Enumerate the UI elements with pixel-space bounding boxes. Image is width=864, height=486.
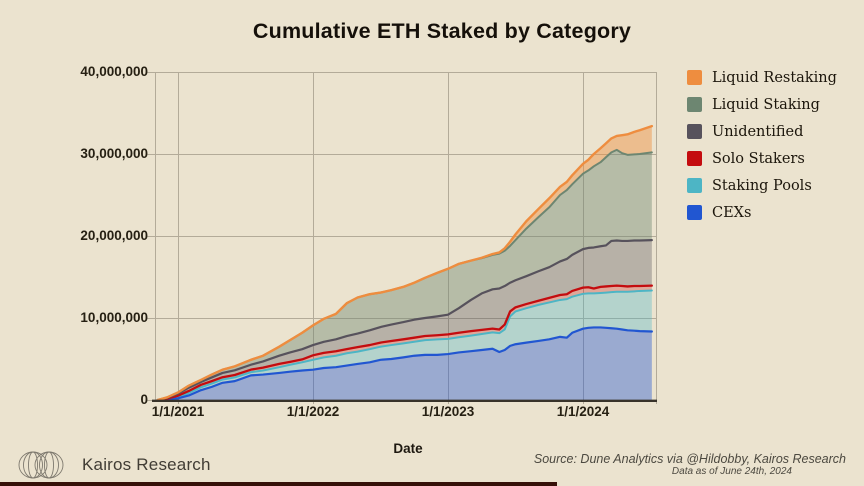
y-tick-label: 40,000,000 — [80, 64, 148, 79]
x-axis-title: Date — [393, 441, 423, 456]
kairos-logo-icon — [18, 451, 64, 479]
legend-item: Unidentified — [687, 118, 837, 145]
data-as-of-line: Data as of June 24th, 2024 — [671, 466, 792, 477]
x-tick-label: 1/1/2021 — [151, 404, 205, 419]
legend-label: Liquid Staking — [712, 96, 820, 113]
page-title: Cumulative ETH Staked by Category — [252, 19, 632, 43]
line-liquid-restaking — [156, 124, 654, 402]
legend-item: CEXs — [687, 199, 837, 226]
brand-name: Kairos Research — [82, 455, 211, 474]
line-cexs — [156, 326, 653, 402]
legend-swatch-cexs — [687, 205, 702, 220]
line-staking-pools — [156, 289, 653, 401]
x-tick-label: 1/1/2023 — [421, 404, 475, 419]
y-tick-label: 0 — [140, 392, 148, 407]
legend-label: Unidentified — [712, 123, 804, 140]
y-tick-label: 20,000,000 — [80, 228, 148, 243]
source-line: Source: Dune Analytics via @Hildobby, Ka… — [533, 452, 846, 466]
chart-legend: Liquid Restaking Liquid Staking Unidenti… — [687, 64, 837, 226]
legend-item: Solo Stakers — [687, 145, 837, 172]
x-tick-label: 1/1/2022 — [286, 404, 340, 419]
legend-label: CEXs — [712, 204, 752, 221]
area-liquid-staking — [157, 149, 652, 400]
legend-item: Liquid Staking — [687, 91, 837, 118]
legend-swatch-liquid-staking — [687, 97, 702, 112]
area-cexs — [157, 327, 652, 400]
source-attribution: Source: Dune Analytics via @Hildobby, Ka… — [534, 452, 846, 478]
legend-swatch-staking-pools — [687, 178, 702, 193]
y-tick-label: 10,000,000 — [80, 310, 148, 325]
legend-label: Staking Pools — [712, 177, 812, 194]
legend-item: Liquid Restaking — [687, 64, 837, 91]
legend-item: Staking Pools — [687, 172, 837, 199]
video-progress-bar — [0, 482, 557, 486]
legend-label: Solo Stakers — [712, 150, 805, 167]
legend-swatch-unidentified — [687, 124, 702, 139]
legend-swatch-solo-stakers — [687, 151, 702, 166]
area-liquid-restaking — [157, 126, 652, 401]
line-unidentified — [156, 239, 653, 402]
brand-block: Kairos Research — [12, 448, 211, 482]
legend-label: Liquid Restaking — [712, 69, 837, 86]
area-unidentified — [157, 240, 652, 400]
y-tick-label: 30,000,000 — [80, 146, 148, 161]
line-solo-stakers — [156, 284, 653, 402]
x-tick-label: 1/1/2024 — [556, 404, 610, 419]
legend-swatch-liquid-restaking — [687, 70, 702, 85]
